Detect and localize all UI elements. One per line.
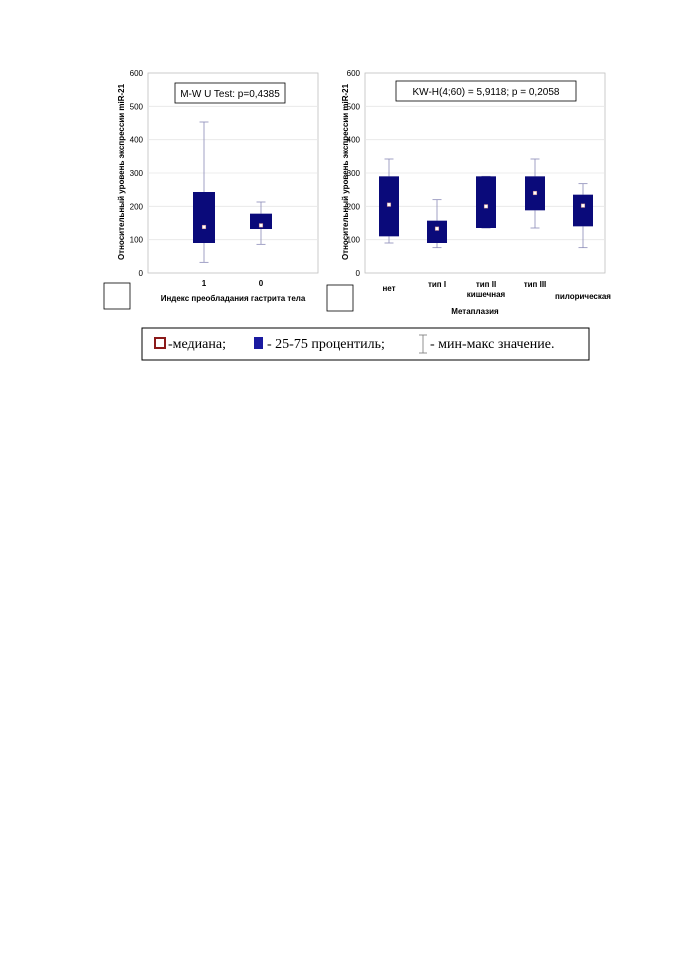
y-tick-label: 100 xyxy=(130,236,144,245)
panel-gastritis-index: Относительный уровень экспрессии miR-21 … xyxy=(103,69,319,310)
iqr-box xyxy=(476,176,496,228)
grid-lines xyxy=(148,105,318,241)
x-category-line: тип II xyxy=(476,280,496,289)
annotation-text: M-W U Test: p=0,4385 xyxy=(180,89,280,100)
box-2 xyxy=(427,199,447,249)
median-marker xyxy=(434,226,440,231)
box-4 xyxy=(525,158,545,229)
x-axis-label: Индекс преобладания гастрита тела xyxy=(161,294,306,303)
x-category-label: тип II кишечная xyxy=(467,280,506,299)
y-tick-label: 200 xyxy=(347,202,361,211)
iqr-box xyxy=(427,220,447,243)
x-category-line: пилорическая xyxy=(555,292,611,301)
y-axis-label: Относительный уровень экспрессии miR-21 xyxy=(117,83,126,260)
box-swatch xyxy=(254,337,263,349)
y-tick-label: 200 xyxy=(130,202,144,211)
median-marker xyxy=(258,223,264,228)
median-swatch xyxy=(154,337,166,349)
box-2 xyxy=(250,201,272,245)
y-tick-label: 600 xyxy=(130,69,144,78)
box-1 xyxy=(193,121,215,263)
boxes xyxy=(193,121,272,263)
median-marker xyxy=(580,203,586,208)
grid-lines xyxy=(365,105,605,241)
y-tick-label: 500 xyxy=(130,102,144,111)
x-category-label: тип III xyxy=(524,280,547,289)
median-marker xyxy=(201,224,207,230)
y-tick-label: 300 xyxy=(130,169,144,178)
annotation-box xyxy=(395,80,577,102)
box-3 xyxy=(476,175,496,229)
box-5 xyxy=(573,183,593,249)
y-tick-labels: 0 100 200 300 400 500 600 xyxy=(130,69,144,278)
annotation-text: KW-H(4;60) = 5,9118; p = 0,2058 xyxy=(413,87,560,98)
panel-metaplasia: Относительный уровень экспрессии miR-21 … xyxy=(326,69,611,316)
y-tick-labels: 0 100 200 300 400 500 600 xyxy=(347,69,361,278)
y-tick-label: 100 xyxy=(347,236,361,245)
y-tick-label: 400 xyxy=(130,136,144,145)
y-tick-label: 400 xyxy=(347,136,361,145)
annotation-box xyxy=(174,82,286,104)
x-category-label: 0 xyxy=(259,279,264,288)
median-marker xyxy=(483,204,489,209)
x-category-label: пилорическая xyxy=(555,292,611,301)
legend-median-label: -медиана; xyxy=(168,337,226,352)
x-category-labels: нет тип I тип II кишечная тип III пилорическа… xyxy=(382,280,611,301)
boxes xyxy=(379,158,593,249)
legend: -медиана; - 25-75 процентиль; - мин-макс… xyxy=(141,327,590,361)
legend-box-label: - 25-75 процентиль; xyxy=(267,337,385,352)
legend-frame xyxy=(141,327,590,361)
x-category-line: тип III xyxy=(524,280,547,289)
x-axis-label: Метаплазия xyxy=(451,307,499,316)
x-category-label: нет xyxy=(382,284,395,293)
median-marker xyxy=(532,190,538,196)
iqr-box xyxy=(250,213,272,229)
iqr-box xyxy=(193,192,215,243)
panel-marker-box xyxy=(103,282,131,310)
y-tick-label: 500 xyxy=(347,102,361,111)
x-category-label: 1 xyxy=(202,279,207,288)
x-category-label: тип I xyxy=(428,280,446,289)
median-marker xyxy=(386,202,392,207)
x-category-line: нет xyxy=(382,284,395,293)
y-axis-label: Относительный уровень экспрессии miR-21 xyxy=(341,83,350,260)
x-category-line: 1 xyxy=(202,279,207,288)
x-category-line: 0 xyxy=(259,279,264,288)
panel-marker-box xyxy=(326,284,354,312)
y-tick-label: 0 xyxy=(139,269,144,278)
x-category-line: кишечная xyxy=(467,290,506,299)
x-category-line: тип I xyxy=(428,280,446,289)
whisker-swatch xyxy=(419,334,427,354)
y-tick-label: 600 xyxy=(347,69,361,78)
iqr-box xyxy=(573,194,593,227)
box-1 xyxy=(379,158,399,244)
y-tick-label: 0 xyxy=(356,269,361,278)
legend-whisker-label: - мин-макс значение. xyxy=(430,337,554,352)
y-tick-label: 300 xyxy=(347,169,361,178)
